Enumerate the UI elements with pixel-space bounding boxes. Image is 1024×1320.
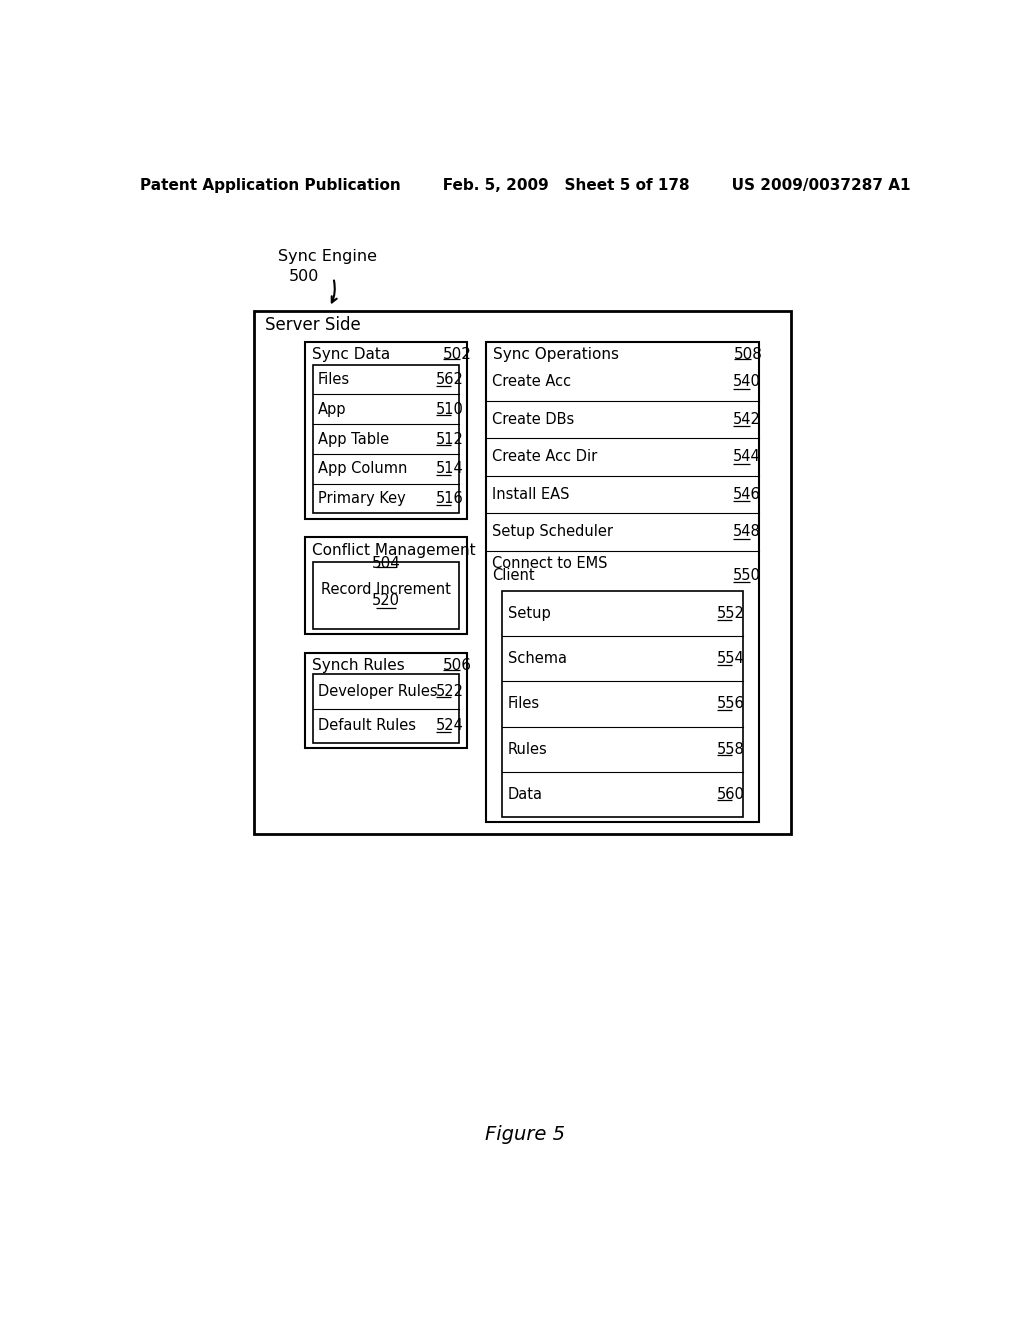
Text: Create DBs: Create DBs [493, 412, 574, 426]
Text: 560: 560 [717, 787, 744, 801]
Text: 504: 504 [372, 556, 400, 570]
FancyBboxPatch shape [313, 675, 459, 743]
Text: 514: 514 [435, 461, 464, 477]
FancyBboxPatch shape [305, 537, 467, 635]
Text: 522: 522 [435, 684, 464, 698]
Text: App Column: App Column [317, 461, 408, 477]
Text: 554: 554 [717, 651, 744, 667]
FancyBboxPatch shape [313, 562, 459, 628]
FancyBboxPatch shape [305, 342, 467, 519]
Text: 542: 542 [732, 412, 761, 426]
Text: Patent Application Publication        Feb. 5, 2009   Sheet 5 of 178        US 20: Patent Application Publication Feb. 5, 2… [139, 178, 910, 193]
Text: Synch Rules: Synch Rules [311, 659, 404, 673]
Text: Conflict Management: Conflict Management [311, 543, 475, 557]
Text: Data: Data [508, 787, 543, 801]
Text: 508: 508 [734, 347, 763, 362]
Text: Install EAS: Install EAS [493, 487, 569, 502]
FancyBboxPatch shape [313, 364, 459, 513]
Text: 540: 540 [732, 375, 761, 389]
Text: 544: 544 [732, 449, 760, 465]
Text: Connect to EMS: Connect to EMS [493, 556, 608, 570]
Text: Create Acc Dir: Create Acc Dir [493, 449, 597, 465]
Text: Figure 5: Figure 5 [484, 1125, 565, 1143]
Text: 556: 556 [717, 697, 744, 711]
FancyBboxPatch shape [502, 591, 743, 817]
FancyBboxPatch shape [305, 653, 467, 748]
Text: 552: 552 [717, 606, 744, 622]
Text: App: App [317, 401, 346, 417]
Text: Client: Client [493, 568, 535, 583]
Text: 550: 550 [732, 568, 761, 583]
Text: 516: 516 [435, 491, 464, 506]
Text: Sync Data: Sync Data [311, 347, 390, 362]
Text: 562: 562 [435, 372, 464, 387]
Text: 506: 506 [442, 659, 472, 673]
Text: Setup: Setup [508, 606, 551, 622]
Text: 502: 502 [442, 347, 471, 362]
Text: Primary Key: Primary Key [317, 491, 406, 506]
Text: 500: 500 [289, 268, 318, 284]
Text: Developer Rules: Developer Rules [317, 684, 437, 698]
Text: 520: 520 [372, 593, 400, 609]
Text: 546: 546 [732, 487, 760, 502]
Text: Files: Files [317, 372, 350, 387]
Text: Files: Files [508, 697, 540, 711]
Text: Sync Operations: Sync Operations [493, 347, 620, 362]
Text: Rules: Rules [508, 742, 548, 756]
FancyBboxPatch shape [486, 342, 759, 822]
Text: Sync Engine: Sync Engine [278, 249, 377, 264]
Text: Server Side: Server Side [265, 317, 360, 334]
Text: 510: 510 [435, 401, 464, 417]
FancyBboxPatch shape [254, 312, 791, 834]
Text: Create Acc: Create Acc [493, 375, 571, 389]
Text: 512: 512 [435, 432, 464, 446]
Text: Record Increment: Record Increment [322, 582, 451, 598]
Text: Schema: Schema [508, 651, 566, 667]
Text: 548: 548 [732, 524, 760, 540]
Text: Setup Scheduler: Setup Scheduler [493, 524, 613, 540]
Text: 558: 558 [717, 742, 744, 756]
Text: App Table: App Table [317, 432, 389, 446]
Text: Default Rules: Default Rules [317, 718, 416, 733]
Text: 524: 524 [435, 718, 464, 733]
